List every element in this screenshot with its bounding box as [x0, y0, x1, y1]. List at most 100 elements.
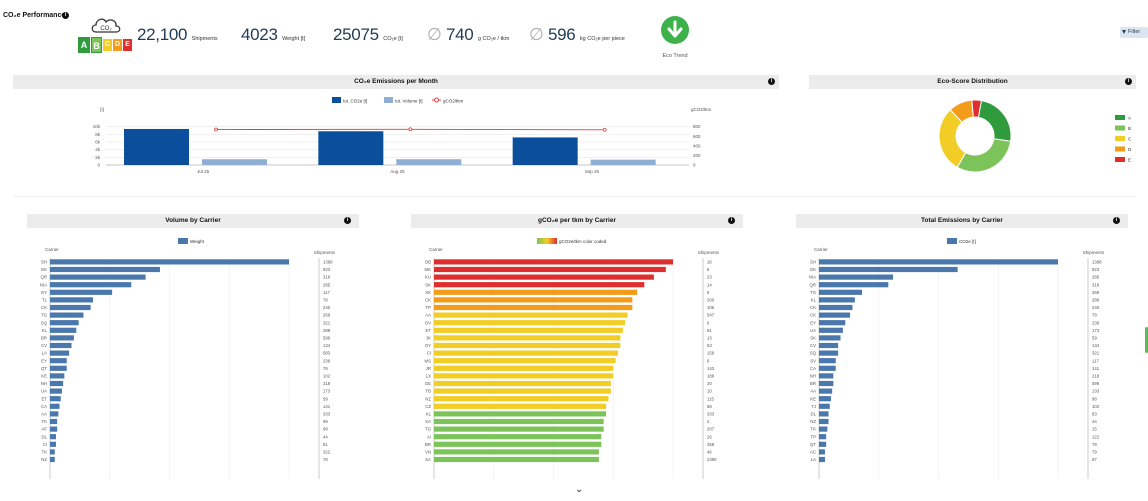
shipments-value: 318 — [1092, 282, 1100, 287]
carrier-bar — [434, 380, 611, 387]
y-tick-label: 2k — [95, 155, 101, 160]
eco-trend-label: Eco Trend — [662, 53, 688, 59]
carrier-bar — [819, 434, 827, 440]
carrier-bar — [50, 320, 79, 326]
carrier-label: TG — [810, 290, 817, 295]
carrier-label: SK — [425, 290, 431, 295]
legend-swatch — [1115, 115, 1125, 120]
legend-label: gCO2/tkm — [443, 99, 464, 104]
shipments-value: 1398 — [1092, 260, 1102, 265]
carrier-label: AF — [42, 427, 48, 432]
carrier-label: KL — [811, 298, 817, 303]
info-icon[interactable]: i — [62, 12, 69, 19]
legend-swatch — [1115, 136, 1125, 141]
carrier-bar — [434, 426, 604, 432]
shipments-value: 189 — [707, 374, 715, 379]
panel-title: gCO₂e per tkm by Carrier — [411, 214, 743, 228]
carrier-label: SQ — [810, 351, 817, 356]
legend-swatch — [178, 238, 188, 244]
carrier-label: LA — [42, 351, 47, 356]
panel-title: CO₂e Emissions per Month — [13, 75, 779, 89]
carrier-bar — [434, 358, 616, 364]
legend-label: gCO2e/tkm color coded — [559, 239, 607, 244]
bar-volume — [202, 159, 267, 165]
shipments-value: 79 — [1092, 442, 1097, 447]
carrier-bar — [50, 365, 67, 371]
carrier-bar — [50, 449, 55, 455]
shipments-value: 83 — [1092, 412, 1097, 417]
carrier-label: SA — [425, 419, 431, 424]
donut-slice-a — [977, 99, 1012, 142]
carrier-bar — [434, 449, 599, 455]
carrier-label: EK — [41, 267, 47, 272]
shipments-value: 141 — [323, 404, 331, 409]
carrier-bar — [50, 358, 67, 364]
carrier-bar — [819, 358, 836, 364]
legend-label: D — [1128, 147, 1132, 152]
shipments-value: 134 — [323, 343, 331, 348]
carrier-label: AA — [810, 389, 816, 394]
kpi-gco2-tkm: ∅ 740 g CO₂e / tkm — [427, 25, 509, 45]
carrier-label: EY — [810, 320, 816, 325]
kpi-value: 25075 — [333, 25, 379, 44]
carrier-bar — [819, 259, 1058, 265]
monthly-emissions-panel: CO₂e Emissions per Month i tot. CO2e [t]… — [13, 75, 779, 185]
x-tick-label: Aug 25 — [390, 169, 405, 174]
shipments-value: 321 — [1092, 351, 1100, 356]
trend-point — [214, 127, 218, 132]
carrier-bar — [50, 297, 94, 303]
carrier-label: EY — [41, 290, 47, 295]
carrier-bar — [50, 266, 160, 273]
shipments-value: 238 — [1092, 320, 1100, 325]
donut-slice-b — [956, 138, 1012, 173]
shipments-value: 79 — [1092, 450, 1097, 455]
carrier-bar — [819, 396, 831, 402]
carrier-bar — [819, 449, 825, 455]
carrier-bar — [819, 320, 846, 326]
shipments-value: 133 — [1092, 389, 1100, 394]
carrier-bar — [50, 396, 61, 402]
filter-button[interactable]: Filter — [1120, 27, 1148, 38]
info-icon[interactable]: i — [728, 217, 735, 224]
carrier-label: OY — [425, 343, 431, 348]
info-icon[interactable]: i — [344, 217, 351, 224]
carrier-label: QR — [810, 282, 816, 287]
shipments-value: 238 — [323, 358, 331, 363]
shipments-value: 258 — [707, 442, 715, 447]
side-drawer-handle[interactable] — [1145, 327, 1148, 353]
carrier-label: ET — [42, 396, 48, 401]
x-tick-label: Sep 25 — [585, 169, 600, 174]
carrier-bar — [50, 388, 62, 394]
average-symbol: ∅ — [529, 25, 544, 44]
y-tick-label: 4k — [95, 147, 101, 152]
carrier-bar — [819, 373, 834, 379]
carrier-label: LA — [811, 457, 816, 462]
carrier-bar — [434, 350, 619, 356]
carrier-label: MS — [425, 358, 432, 363]
shipments-value: 20 — [707, 381, 712, 386]
scroll-down-icon[interactable]: ⌄ — [575, 484, 584, 495]
shipments-value: 87 — [1092, 457, 1097, 462]
info-icon[interactable]: i — [1113, 217, 1120, 224]
carrier-label: OV — [425, 320, 431, 325]
carrier-label: SQ — [41, 320, 48, 325]
shipments-value: 78 — [323, 298, 328, 303]
carrier-label: TP — [426, 305, 432, 310]
shipments-value: 288 — [323, 328, 331, 333]
info-icon[interactable]: i — [768, 78, 775, 85]
right-axis-unit: gCO2/tkm — [691, 107, 712, 112]
info-icon[interactable]: i — [1125, 78, 1132, 85]
legend-swatch — [332, 97, 341, 103]
shipments-value: 134 — [1092, 343, 1100, 348]
legend-swatch — [947, 238, 957, 244]
carrier-bar — [819, 380, 834, 387]
shipments-value: 81 — [707, 328, 712, 333]
eco-trend-indicator[interactable]: Eco Trend — [655, 15, 695, 59]
carrier-label: SV — [810, 358, 816, 363]
kpi-unit: g CO₂e / tkm — [477, 36, 510, 42]
panel-title: Volume by Carrier — [27, 214, 359, 228]
kpi-unit: Shipments — [191, 36, 218, 42]
shipments-value: 78 — [1092, 313, 1097, 318]
carrier-bar — [819, 312, 851, 318]
shipments-value: 102 — [323, 374, 331, 379]
